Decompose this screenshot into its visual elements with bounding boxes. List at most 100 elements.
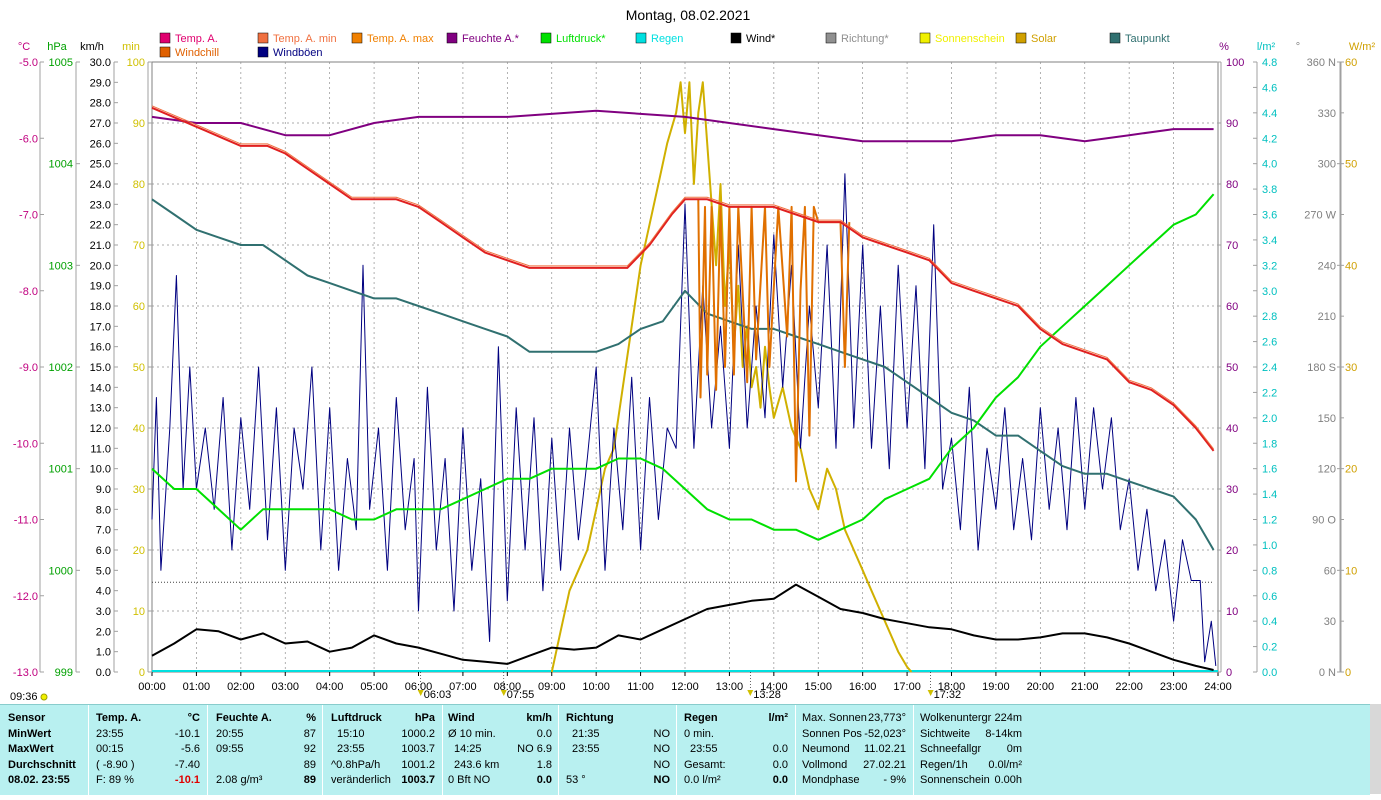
- axis-sunshine-tick-label: 30: [133, 484, 145, 496]
- humidity-min-time: 20:55: [216, 727, 244, 740]
- legend-label: Wind*: [746, 33, 776, 45]
- series-feuchtea: [151, 109, 1214, 143]
- astro-full-moon-label: Vollmond: [802, 758, 848, 771]
- axis-rain-tick-label: 1.4: [1262, 489, 1277, 501]
- axis-sunshine-tick-label: 10: [133, 606, 145, 618]
- axis-rain-tick-label: 4.6: [1262, 82, 1277, 94]
- temp-current-detail: F: 89 %: [96, 774, 134, 786]
- legend-label: Temp. A. max: [367, 33, 434, 45]
- humidity-avg-value: 89: [303, 758, 316, 771]
- axis-direction-tick-label: 60: [1324, 565, 1336, 577]
- direction-degrees: 53 °: [566, 774, 586, 786]
- temp-current-value: -10.1: [174, 774, 200, 786]
- humidity-min-value: 87: [303, 727, 316, 740]
- rain-time: 23:55: [690, 743, 718, 755]
- rain-unit: l/m²: [768, 712, 788, 724]
- series-taupunkt: [151, 198, 1215, 551]
- misc-sunshine-label: Sonnenschein: [920, 774, 990, 786]
- wind-unit: km/h: [526, 712, 552, 724]
- axis-wind-tick-label: 6.0: [96, 545, 111, 557]
- axis-wind-tick-label: 14.0: [90, 382, 111, 394]
- axis-wind-tick-label: 26.0: [90, 138, 111, 150]
- legend-swatch: [159, 46, 171, 58]
- axis-wind-tick-label: 2.0: [96, 626, 111, 638]
- wind-bft: 0 Bft NO: [448, 774, 491, 786]
- misc-cloud-base-value: 224m: [994, 712, 1022, 724]
- axis-rain-tick-label: 2.0: [1262, 413, 1277, 425]
- legend-label: Windchill: [175, 47, 219, 59]
- sensor-row-current: 08.02. 23:55: [8, 774, 70, 786]
- axis-direction-tick-label: 360 N: [1307, 57, 1336, 69]
- x-tick-label: 19:00: [982, 681, 1010, 693]
- sensor-row-min: MinWert: [8, 727, 52, 740]
- axis-pressure-tick-label: 1004: [49, 159, 73, 171]
- misc-visibility-value: 8-14km: [985, 727, 1022, 740]
- axis-pressure-tick-label: 1005: [49, 57, 73, 69]
- axis-wind-tick-label: 5.0: [96, 565, 111, 577]
- legend-swatch: [257, 46, 269, 58]
- axis-sunshine-tick-label: 20: [133, 545, 145, 557]
- axis-temp-tick-label: -7.0: [19, 210, 38, 222]
- x-tick-label: 00:00: [138, 681, 166, 693]
- astro-moon-phase-label: Mondphase: [802, 774, 860, 786]
- wind-avg-label: Ø 10 min.: [448, 727, 496, 740]
- pressure-unit: hPa: [414, 712, 435, 724]
- axis-temp-tick-label: -11.0: [14, 515, 38, 527]
- axis-rain-tick-label: 0.6: [1262, 591, 1277, 603]
- axis-temp-tick-label: -6.0: [19, 133, 38, 145]
- axis-solar-tick-label: 50: [1345, 159, 1357, 171]
- axis-direction-tick-label: 270 W: [1304, 210, 1336, 222]
- rain-duration: 0 min.: [684, 727, 714, 740]
- time-marker-label: 13:28: [753, 689, 781, 701]
- axis-rain-tick-label: 1.6: [1262, 464, 1277, 476]
- time-marker-label: 06:03: [424, 689, 452, 701]
- axis-humidity-tick-label: 60: [1226, 301, 1238, 313]
- series-temp-min: [151, 105, 1214, 450]
- rain-amount: 0.0 l/m²: [684, 774, 721, 786]
- axis-wind-tick-label: 23.0: [90, 199, 111, 211]
- axis-pressure-unit: hPa: [47, 41, 67, 53]
- rain-max-value: 0.0: [772, 743, 788, 755]
- legend-swatch: [540, 32, 552, 44]
- axis-rain-tick-label: 2.2: [1262, 387, 1277, 399]
- pressure-min-time: 15:10: [337, 727, 365, 740]
- axis-pressure-tick-label: 1001: [49, 464, 73, 476]
- axis-solar-tick-label: 10: [1345, 565, 1357, 577]
- x-tick-label: 17:00: [893, 681, 921, 693]
- axis-wind-tick-label: 16.0: [90, 342, 111, 354]
- x-tick-label: 20:00: [1027, 681, 1055, 693]
- axis-sunshine-unit: min: [122, 41, 140, 53]
- axis-solar-tick-label: 60: [1345, 57, 1357, 69]
- direction-min-time: 21:35: [572, 727, 600, 740]
- scrollbar[interactable]: [1370, 704, 1381, 794]
- axis-temp-tick-label: -13.0: [13, 667, 38, 679]
- pressure-column: Luftdruck hPa 15:10 1000.2 23:55 1003.7 ^0.…: [331, 711, 435, 789]
- astro-new-moon-value: 11.02.21: [863, 743, 906, 755]
- axis-temp-tick-label: -10.0: [13, 438, 38, 450]
- chart-title: Montag, 08.02.2021: [626, 7, 751, 23]
- sensor-row-avg: Durchschnitt: [8, 758, 76, 771]
- axis-direction-tick-label: 300: [1318, 159, 1336, 171]
- misc-visibility-label: Sichtweite: [920, 727, 971, 740]
- series-windben: [151, 173, 1217, 666]
- astro-column: Max. Sonnen 23,773° Sonnen Pos -52,023° Ne…: [802, 711, 906, 789]
- axis-rain-tick-label: 3.4: [1262, 235, 1277, 247]
- astro-sun-pos-label: Sonnen Pos: [802, 727, 862, 740]
- wind-avg-value: 0.0: [536, 727, 552, 740]
- axis-sunshine-tick-label: 50: [133, 362, 145, 374]
- x-tick-label: 04:00: [316, 681, 344, 693]
- direction-current-value: NO: [653, 774, 671, 786]
- axis-direction-tick-label: 30: [1324, 616, 1336, 628]
- rain-header: Regen: [684, 712, 718, 724]
- axis-wind-tick-label: 9.0: [96, 484, 111, 496]
- humidity-current-value: 89: [303, 774, 316, 786]
- axis-humidity-tick-label: 30: [1226, 484, 1238, 496]
- rain-column: Regen l/m² 0 min. 23:55 0.0 Gesamt: 0.0 0.0…: [684, 711, 788, 789]
- legend-label: Richtung*: [841, 33, 889, 45]
- axis-wind-tick-label: 12.0: [90, 423, 111, 435]
- axis-sunshine-tick-label: 100: [127, 57, 145, 69]
- wind-max-value: NO 6.9: [517, 743, 552, 755]
- legend-label: Feuchte A.*: [462, 33, 520, 45]
- x-tick-label: 24:00: [1204, 681, 1232, 693]
- time-marker-label: 09:36: [10, 691, 38, 703]
